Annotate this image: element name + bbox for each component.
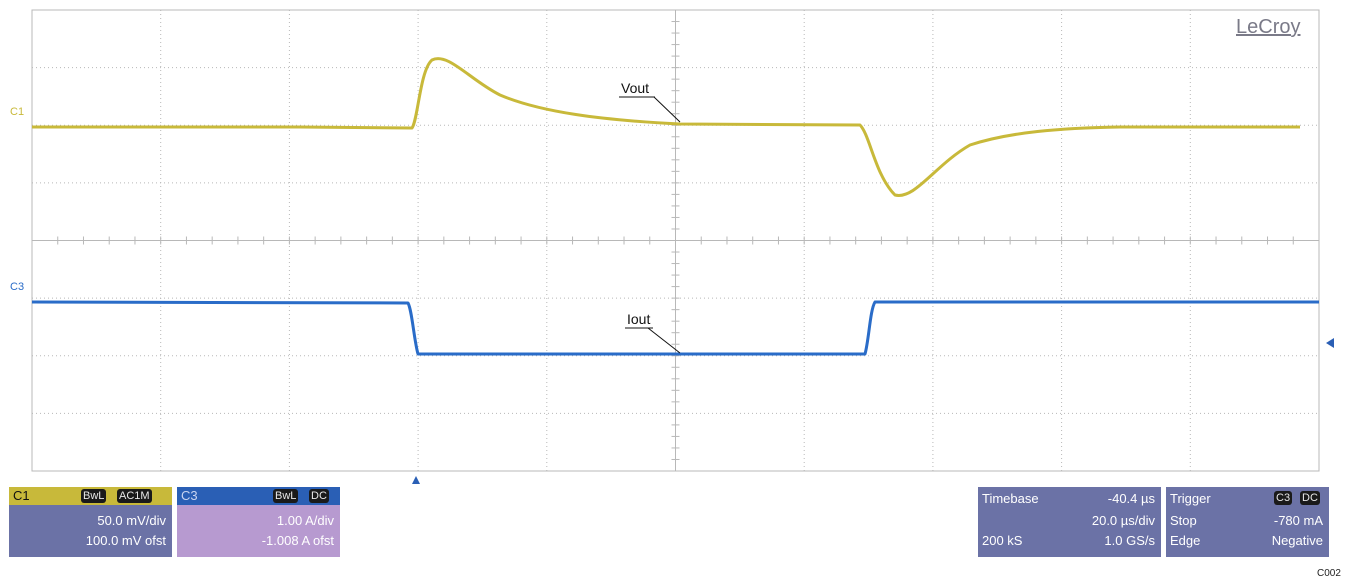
- c3-descriptor-box[interactable]: C3 BwL DC 1.00 A/div -1.008 A ofst: [177, 487, 340, 557]
- c3-scale: 1.00 A/div: [276, 513, 334, 528]
- trigger-source-tag: C3: [1274, 491, 1293, 505]
- lecroy-logo: LeCroy: [1236, 16, 1301, 38]
- trigger-type: Edge: [1170, 533, 1201, 548]
- c3-bandwidth-tag: BwL: [273, 489, 299, 503]
- graticule: [31, 9, 1320, 472]
- c3-offset: -1.008 A ofst: [261, 533, 334, 548]
- c1-vout-trace: [32, 57, 1300, 197]
- timebase-delay: -40.4 µs: [1107, 491, 1155, 506]
- c1-descriptor-box[interactable]: C1 BwL AC1M 50.0 mV/div 100.0 mV ofst: [9, 487, 172, 557]
- vout-leader-line: [653, 96, 681, 123]
- iout-leader-line: [647, 327, 681, 354]
- c3-iout-trace: [31, 300, 1319, 356]
- trigger-title: Trigger: [1170, 491, 1211, 506]
- trigger-level-marker[interactable]: [1326, 338, 1334, 348]
- c3-level-marker: C3: [10, 281, 24, 293]
- trigger-descriptor-box[interactable]: Trigger C3 DC Stop -780 mA Edge Negative: [1166, 487, 1329, 557]
- figure-id: C002: [1317, 568, 1341, 579]
- c3-coupling-tag: DC: [309, 489, 329, 503]
- c3-name: C3: [181, 488, 198, 503]
- trigger-position-marker[interactable]: [412, 476, 420, 484]
- timebase-samples: 200 kS: [982, 533, 1023, 548]
- trigger-coupling-tag: DC: [1300, 491, 1320, 505]
- trigger-slope: Negative: [1271, 533, 1323, 548]
- timebase-descriptor-box[interactable]: Timebase -40.4 µs 20.0 µs/div 200 kS 1.0…: [978, 487, 1161, 557]
- trigger-mode: Stop: [1170, 513, 1197, 528]
- c1-level-marker: C1: [10, 106, 24, 118]
- iout-label: Iout: [627, 311, 650, 327]
- c1-scale: 50.0 mV/div: [97, 513, 166, 528]
- vout-label: Vout: [621, 80, 649, 96]
- timebase-scale: 20.0 µs/div: [1091, 513, 1155, 528]
- timebase-sample-rate: 1.0 GS/s: [1104, 533, 1155, 548]
- c1-coupling-tag: AC1M: [117, 489, 152, 503]
- trigger-level: -780 mA: [1273, 513, 1323, 528]
- timebase-title: Timebase: [982, 491, 1039, 506]
- c1-bandwidth-tag: BwL: [81, 489, 107, 503]
- c1-offset: 100.0 mV ofst: [85, 533, 166, 548]
- c1-name: C1: [13, 488, 30, 503]
- iout-annotation: Iout: [625, 311, 681, 354]
- vout-annotation: Vout: [619, 80, 681, 123]
